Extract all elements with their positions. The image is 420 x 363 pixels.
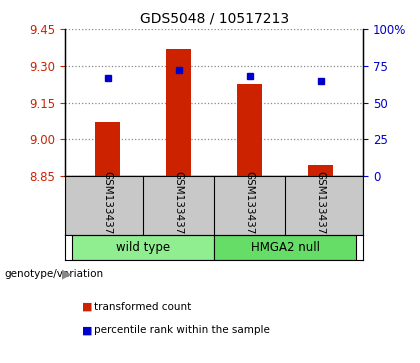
Text: GSM1334378: GSM1334378 [316, 171, 326, 241]
Text: transformed count: transformed count [94, 302, 192, 312]
Text: ▶: ▶ [62, 268, 72, 281]
Text: GSM1334377: GSM1334377 [245, 171, 255, 241]
Bar [237, 84, 262, 176]
Bar [72, 235, 214, 260]
Title: GDS5048 / 10517213: GDS5048 / 10517213 [139, 11, 289, 25]
Bar [166, 49, 191, 176]
Text: GSM1334375: GSM1334375 [103, 171, 113, 241]
Text: ■: ■ [82, 302, 92, 312]
Text: genotype/variation: genotype/variation [4, 269, 103, 279]
Text: wild type: wild type [116, 241, 170, 254]
Text: ■: ■ [82, 325, 92, 335]
Bar [95, 122, 120, 176]
Text: GSM1334376: GSM1334376 [174, 171, 184, 241]
Text: percentile rank within the sample: percentile rank within the sample [94, 325, 270, 335]
Bar [308, 165, 333, 176]
Text: HMGA2 null: HMGA2 null [251, 241, 320, 254]
Bar [214, 235, 356, 260]
